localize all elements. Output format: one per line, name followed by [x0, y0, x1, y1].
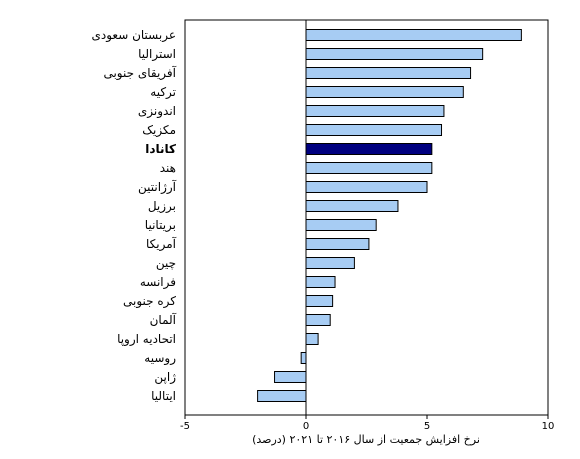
bar — [305, 219, 377, 231]
bar — [305, 105, 445, 117]
bar — [305, 48, 484, 60]
category-label: بریتانیا — [145, 218, 176, 233]
bar — [305, 124, 443, 136]
category-label: عربستان سعودی — [91, 28, 176, 43]
category-label: آرژانتین — [138, 179, 177, 195]
x-tick-label: 5 — [424, 421, 430, 432]
bar — [305, 143, 433, 155]
bar — [305, 257, 355, 269]
bars-group — [257, 29, 522, 402]
category-label: کره جنوبی — [123, 294, 176, 309]
bar — [305, 181, 428, 193]
bar — [305, 86, 464, 98]
bar — [305, 238, 370, 250]
category-label: ترکیه — [150, 85, 176, 100]
category-label: اتحادیه اروپا — [117, 332, 176, 347]
x-tick-label: 10 — [542, 421, 555, 432]
x-tick-label: 0 — [303, 421, 309, 432]
x-axis-title: نرخ افزایش جمعیت از سال ۲۰۱۶ تا ۲۰۲۱ (در… — [252, 433, 480, 446]
category-label: برزیل — [148, 199, 176, 214]
bar — [305, 67, 472, 79]
category-label: اندونزی — [138, 104, 176, 119]
x-axis-ticks: -5 0 5 10 — [180, 415, 554, 432]
category-label: مکزیک — [142, 123, 176, 138]
category-labels: عربستان سعودی استرالیا آفریقای جنوبی ترکیه ا… — [91, 28, 176, 403]
x-tick-label: -5 — [180, 421, 190, 432]
category-label: کانادا — [145, 142, 176, 156]
bar — [300, 352, 307, 364]
bar — [305, 295, 334, 307]
category-label: آفریقای جنوبی — [103, 65, 176, 81]
category-label: ژاپن — [154, 370, 176, 385]
category-label: آمریکا — [146, 236, 177, 252]
category-label: روسیه — [144, 351, 176, 366]
category-label: هند — [160, 161, 176, 175]
bar — [305, 200, 399, 212]
category-label: ایتالیا — [151, 389, 176, 403]
bar — [257, 390, 307, 402]
bar — [305, 333, 319, 345]
bar — [274, 371, 307, 383]
category-label: استرالیا — [138, 47, 176, 62]
category-label: چین — [156, 256, 176, 271]
bar — [305, 276, 336, 288]
category-label: آلمان — [150, 312, 177, 327]
plot-frame — [184, 19, 549, 416]
bar — [305, 314, 331, 326]
category-label: فرانسه — [140, 275, 176, 290]
bar — [305, 29, 522, 41]
bar — [305, 162, 433, 174]
